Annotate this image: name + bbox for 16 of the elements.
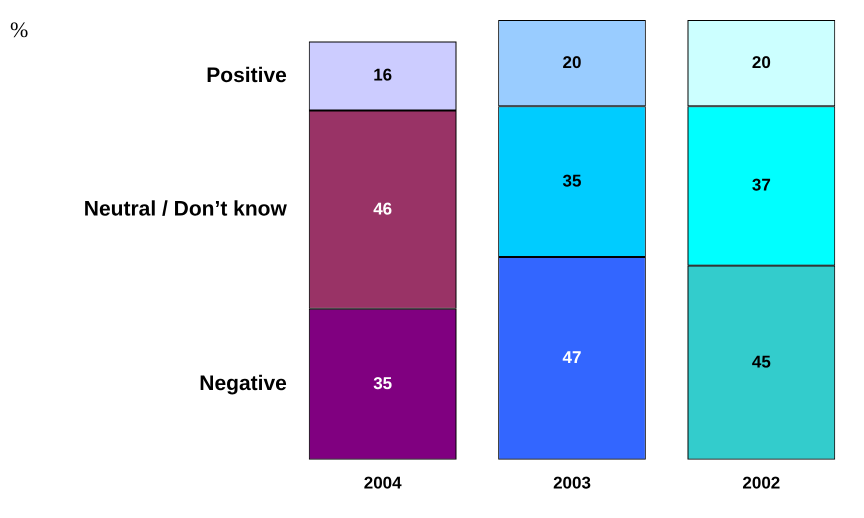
data-label: 46 xyxy=(373,199,392,218)
series-label: Positive xyxy=(206,64,287,87)
x-tick-label: 2004 xyxy=(364,473,402,492)
x-tick-label: 2002 xyxy=(742,473,780,492)
data-label: 35 xyxy=(562,171,582,190)
series-label: Negative xyxy=(199,372,287,395)
text: % xyxy=(10,16,28,42)
data-label: 45 xyxy=(752,352,771,372)
data-label: 47 xyxy=(562,348,582,368)
data-label: 16 xyxy=(373,66,392,85)
data-label: 20 xyxy=(562,52,582,72)
data-label: 20 xyxy=(752,52,771,72)
x-tick-label: 2003 xyxy=(553,473,591,492)
series-label: Neutral / Don’t know xyxy=(84,197,288,220)
data-label: 35 xyxy=(373,374,392,393)
data-label: 37 xyxy=(752,176,771,195)
